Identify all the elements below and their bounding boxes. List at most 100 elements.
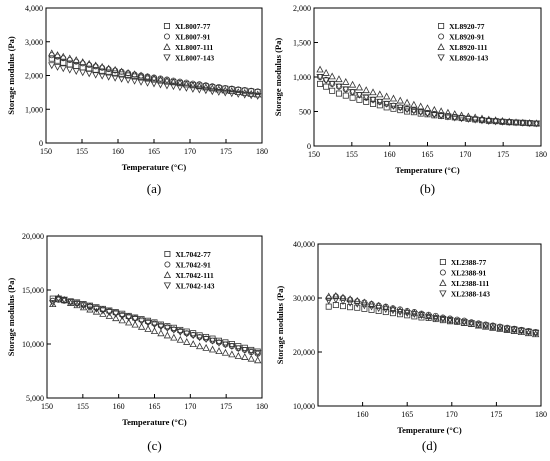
data-point	[417, 110, 424, 117]
data-point	[66, 298, 75, 306]
data-point	[339, 298, 347, 306]
legend-marker	[439, 279, 447, 287]
x-tick-label: 155	[77, 402, 89, 411]
data-point	[105, 66, 112, 73]
data-point	[424, 313, 433, 321]
legend-label: XL8920-91	[449, 33, 485, 42]
data-point	[464, 116, 473, 123]
x-tick-label: 155	[346, 150, 358, 159]
y-axis-label: Storage modulus (Pa)	[273, 38, 283, 117]
data-point	[215, 89, 223, 96]
y-axis-label: Storage modulus (Pa)	[275, 286, 285, 365]
data-point	[376, 102, 383, 109]
data-point	[432, 314, 440, 322]
data-point	[60, 296, 68, 304]
data-point	[124, 68, 132, 76]
legend-label: XL2388-77	[451, 258, 487, 267]
data-point	[163, 331, 172, 339]
data-point	[86, 62, 93, 69]
data-point	[241, 87, 248, 94]
data-point	[383, 104, 390, 111]
x-tick-label: 150	[41, 402, 53, 411]
data-point	[98, 62, 106, 70]
data-point	[505, 119, 513, 127]
data-point	[118, 71, 125, 78]
data-point	[382, 306, 390, 314]
data-point	[170, 77, 177, 84]
data-point	[111, 74, 119, 82]
data-point	[137, 71, 145, 79]
data-point	[208, 345, 217, 353]
data-point	[430, 111, 438, 119]
data-point	[228, 90, 236, 98]
data-point	[59, 65, 67, 73]
legend-label: XL8920-111	[449, 43, 488, 52]
x-tick-label: 160	[113, 402, 125, 411]
data-point	[254, 356, 262, 364]
data-point	[382, 92, 391, 100]
data-point	[323, 83, 330, 90]
data-point	[353, 296, 361, 304]
legend-marker	[163, 282, 172, 290]
data-point	[143, 79, 152, 87]
data-point	[72, 68, 80, 75]
data-point	[86, 304, 94, 312]
data-point	[234, 352, 243, 359]
data-point	[335, 83, 343, 91]
data-point	[376, 90, 384, 98]
data-point	[482, 322, 490, 330]
data-point	[404, 108, 411, 115]
data-point	[374, 305, 383, 313]
data-point	[59, 52, 67, 60]
legend-marker	[163, 43, 171, 50]
data-point	[125, 318, 133, 326]
data-point	[54, 295, 63, 303]
data-point	[234, 345, 243, 353]
x-tick-label: 160	[384, 150, 396, 159]
data-point	[189, 86, 197, 93]
data-point	[361, 305, 368, 312]
data-point	[369, 88, 377, 96]
data-point	[444, 113, 452, 121]
data-point	[79, 58, 87, 65]
data-point	[202, 83, 210, 91]
legend-marker	[163, 54, 171, 62]
x-tick-label: 165	[401, 410, 413, 419]
y-tick-label: 15,000	[22, 286, 44, 295]
x-tick-label: 180	[256, 147, 268, 156]
panel-caption: (c)	[147, 438, 161, 453]
data-point	[424, 311, 433, 319]
data-point	[346, 299, 354, 307]
y-tick-label: 4,000	[25, 4, 43, 13]
data-point	[347, 296, 354, 303]
y-tick-label: 1,500	[293, 39, 311, 48]
x-tick-label: 165	[422, 150, 434, 159]
data-point	[411, 313, 418, 320]
data-point	[215, 339, 223, 347]
data-point	[170, 326, 177, 333]
x-tick-label: 170	[184, 147, 196, 156]
data-point	[348, 80, 357, 88]
data-point	[524, 329, 533, 336]
data-point	[491, 118, 500, 126]
legend-marker	[163, 22, 170, 29]
data-point	[112, 310, 120, 318]
data-point	[247, 92, 255, 100]
data-point	[451, 114, 458, 121]
data-point	[505, 117, 513, 125]
data-point	[111, 65, 119, 73]
data-point	[195, 86, 204, 94]
data-point	[376, 98, 384, 106]
data-point	[202, 343, 210, 351]
y-tick-label: 2,000	[293, 4, 311, 13]
data-point	[248, 87, 255, 94]
x-tick-label: 170	[184, 402, 196, 411]
data-point	[124, 76, 132, 84]
data-point	[118, 312, 126, 320]
panel-caption: (b)	[420, 181, 435, 196]
data-point	[79, 303, 88, 311]
x-tick-label: 165	[148, 147, 160, 156]
data-point	[150, 80, 158, 88]
data-point	[182, 84, 191, 92]
